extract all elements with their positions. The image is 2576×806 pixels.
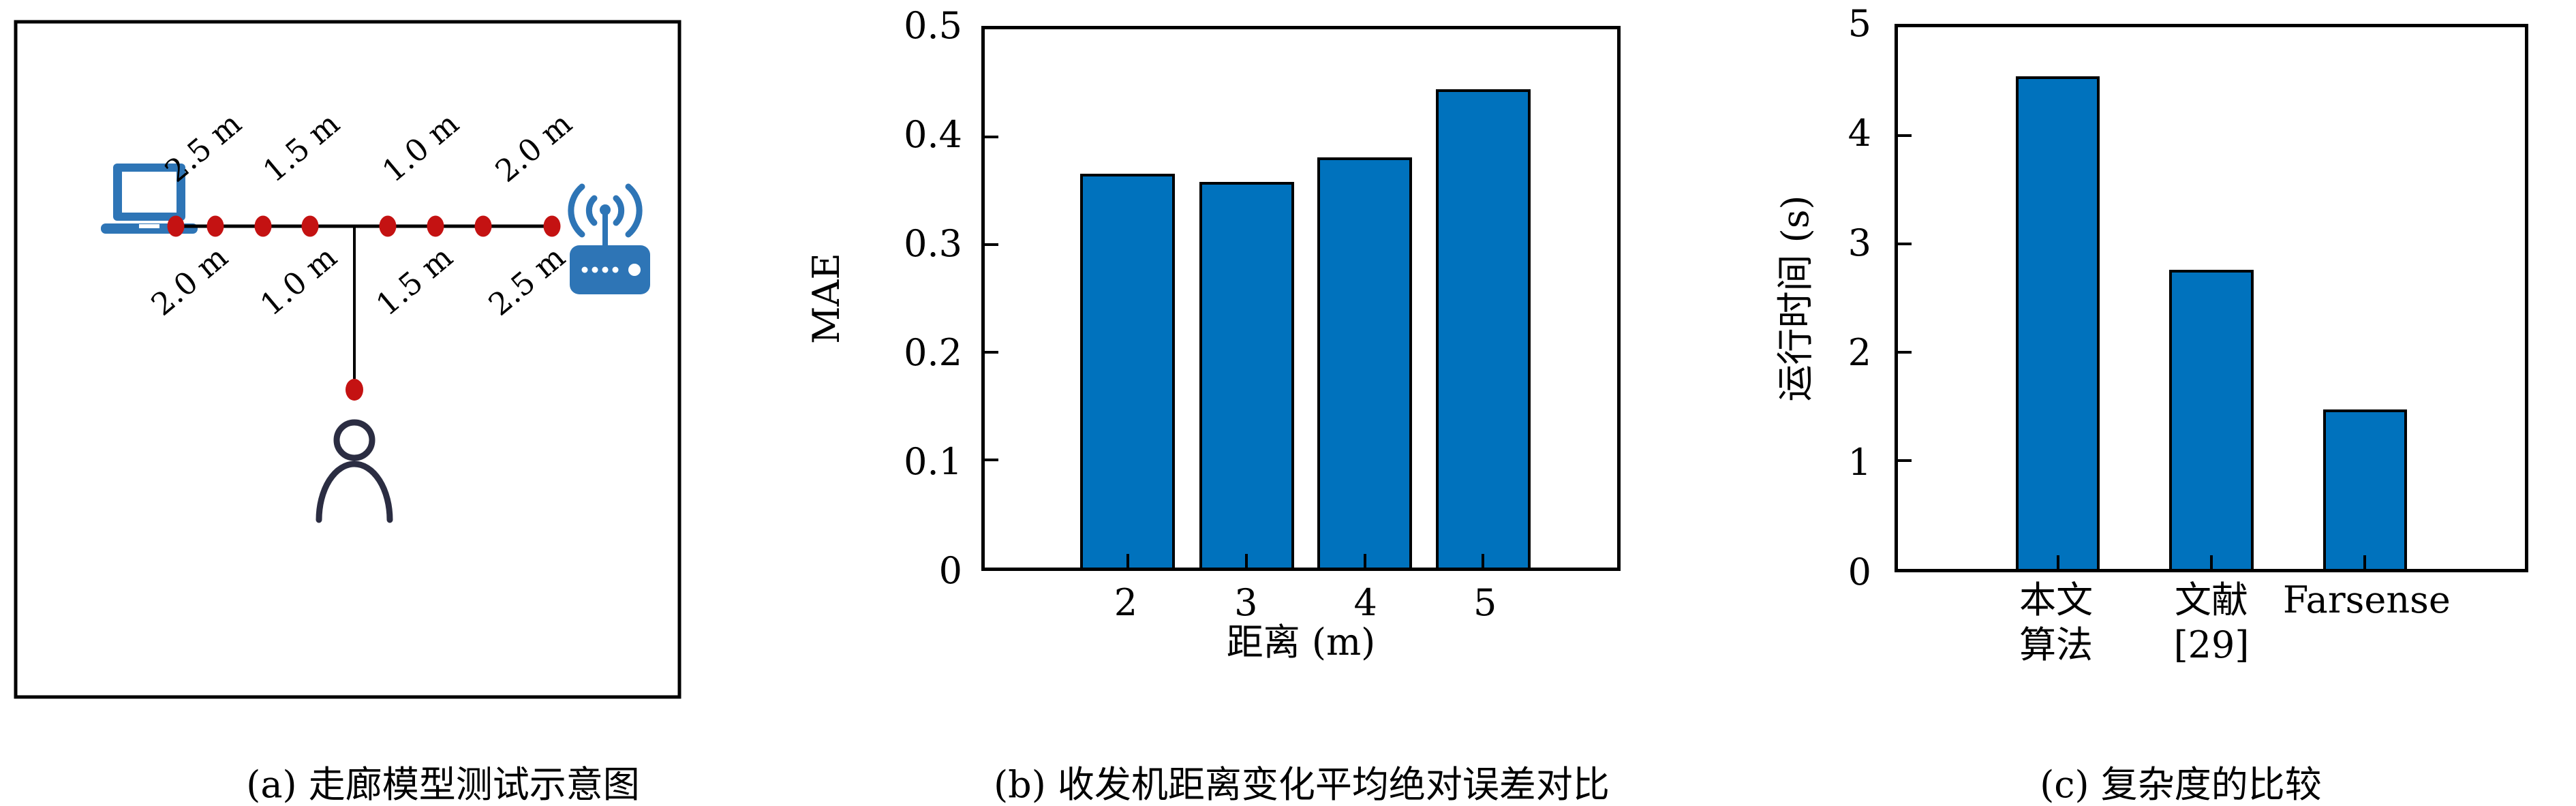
y-tick-mark	[985, 243, 998, 246]
measurement-dot	[379, 215, 397, 237]
measurement-dot	[427, 215, 444, 237]
distance-label-below: 2.5 m	[482, 239, 572, 323]
measurement-dot	[254, 215, 272, 237]
distance-label-below: 1.5 m	[369, 239, 460, 323]
distance-label-below: 1.0 m	[254, 239, 344, 323]
x-axis-label-distance: 距离 (m)	[1226, 621, 1376, 664]
corridor-boundary	[14, 20, 681, 699]
bar	[1080, 173, 1176, 568]
y-tick-label: 1	[1847, 441, 1871, 484]
y-tick-label: 5	[1847, 2, 1871, 45]
x-tick-mark	[2363, 555, 2367, 569]
bar	[1317, 157, 1413, 568]
x-tick-mark	[1126, 554, 1129, 568]
y-tick-label: 0.2	[904, 331, 962, 374]
runtime-bar-chart-plot	[1895, 24, 2528, 572]
distance-label-above: 2.5 m	[158, 106, 249, 189]
distance-label-above: 1.0 m	[375, 106, 466, 189]
x-tick-label: 文献 [29]	[2173, 578, 2250, 666]
x-tick-mark	[2056, 555, 2059, 569]
measurement-dot	[167, 215, 185, 237]
x-tick-mark	[1363, 554, 1366, 568]
y-tick-label: 0.1	[904, 440, 962, 483]
y-tick-mark	[1898, 243, 1912, 245]
person-position-dot	[346, 379, 363, 401]
mae-x-tick-labels: 2 3 4 5	[981, 580, 1621, 635]
x-tick-mark	[1245, 554, 1248, 568]
distance-label-above: 2.0 m	[489, 106, 579, 189]
measurement-dot	[301, 215, 319, 237]
y-tick-mark	[985, 351, 998, 354]
x-tick-label: 3	[1234, 581, 1258, 624]
y-tick-mark	[1898, 351, 1912, 354]
y-tick-label: 0.4	[904, 113, 962, 156]
y-tick-label: 0	[938, 549, 962, 592]
measurement-dot	[543, 215, 561, 237]
runtime-y-tick-labels: 0 1 2 3 4 5	[1779, 5, 1881, 591]
bar	[2015, 76, 2100, 569]
wifi-router-icon	[568, 183, 650, 294]
runtime-x-tick-labels: 本文 算法 文献 [29] Farsense	[1895, 578, 2528, 687]
bar	[2169, 270, 2254, 569]
measurement-dot	[206, 215, 224, 237]
x-tick-label: Farsense	[2282, 578, 2451, 621]
x-tick-label: 本文 算法	[2019, 578, 2094, 666]
caption-panel-a: (a) 走廊模型测试示意图	[246, 763, 640, 806]
bar	[2322, 409, 2408, 569]
mae-bar-chart-plot	[981, 26, 1621, 571]
y-tick-label: 2	[1847, 331, 1871, 374]
caption-panel-c: (c) 复杂度的比较	[2040, 763, 2322, 806]
person-icon	[316, 419, 393, 523]
x-tick-label: 4	[1353, 581, 1377, 624]
caption-panel-b: (b) 收发机距离变化平均绝对误差对比	[994, 763, 1610, 806]
distance-label-above: 1.5 m	[256, 106, 347, 189]
y-tick-label: 3	[1847, 221, 1871, 264]
bar	[1199, 182, 1294, 568]
y-tick-label: 0	[1847, 551, 1871, 593]
distance-label-below: 2.0 m	[144, 239, 235, 323]
y-tick-mark	[1898, 459, 1912, 462]
corridor-diagram: 2.5 m 1.5 m 1.0 m 2.0 m 2.0 m 1.0 m 1.5 …	[14, 20, 681, 699]
mae-y-tick-labels: 0 0.1 0.2 0.3 0.4 0.5	[845, 7, 972, 589]
y-tick-mark	[985, 459, 998, 461]
bar	[1435, 89, 1531, 568]
y-tick-mark	[1898, 134, 1912, 137]
y-tick-label: 0.5	[904, 4, 962, 47]
y-axis-label-mae: MAE	[805, 253, 848, 344]
x-tick-label: 5	[1473, 581, 1497, 624]
measurement-dot	[474, 215, 492, 237]
y-tick-label: 4	[1847, 112, 1871, 155]
y-tick-mark	[985, 136, 998, 138]
x-tick-mark	[1482, 554, 1485, 568]
x-tick-label: 2	[1114, 581, 1138, 624]
y-tick-label: 0.3	[904, 222, 962, 265]
x-tick-mark	[2210, 555, 2213, 569]
measurement-dots	[167, 215, 561, 237]
